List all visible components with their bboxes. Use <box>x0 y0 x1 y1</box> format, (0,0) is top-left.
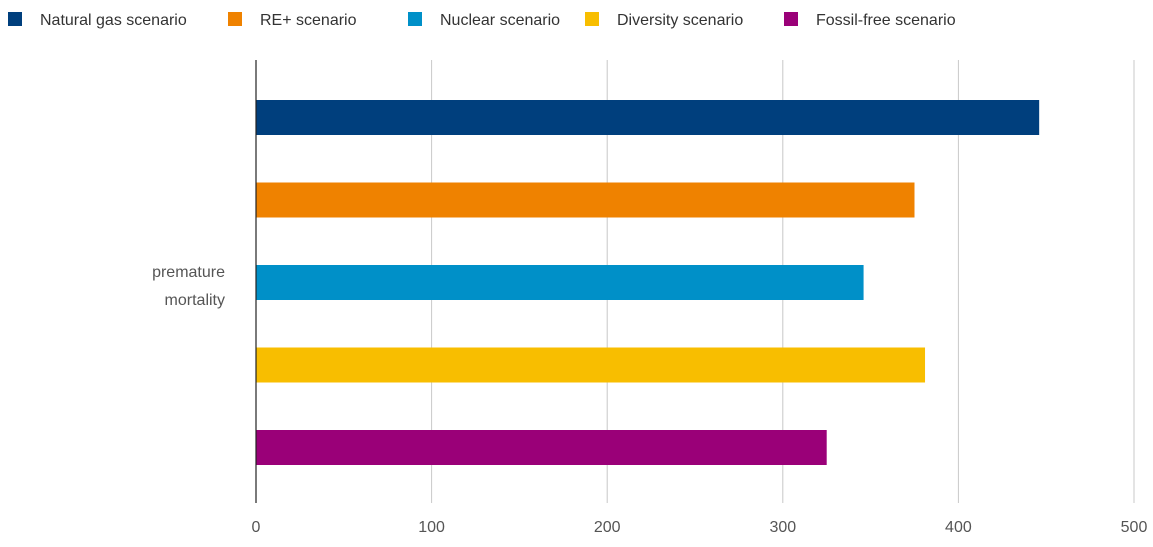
legend-swatch <box>784 12 798 26</box>
category-label-line: mortality <box>165 292 225 309</box>
legend: Natural gas scenario RE+ scenario Nuclear … <box>8 12 956 29</box>
bar-re-scenario <box>256 183 915 218</box>
bar-fossil-free-scenario <box>256 430 827 465</box>
legend-swatch <box>228 12 242 26</box>
x-tick-label-400: 400 <box>945 519 972 536</box>
legend-item-natural-gas-scenario: Natural gas scenario <box>8 12 187 29</box>
x-tick-label-500: 500 <box>1121 519 1148 536</box>
bars <box>256 100 1039 465</box>
legend-item-fossil-free-scenario: Fossil-free scenario <box>784 12 956 29</box>
legend-swatch <box>408 12 422 26</box>
legend-label: Fossil-free scenario <box>816 12 956 29</box>
x-tick-label-100: 100 <box>418 519 445 536</box>
legend-label: Nuclear scenario <box>440 12 560 29</box>
x-axis-tick-labels: 0 100 200 300 400 500 <box>252 519 1148 536</box>
legend-label: Natural gas scenario <box>40 12 187 29</box>
legend-swatch <box>8 12 22 26</box>
bar-nuclear-scenario <box>256 265 864 300</box>
legend-label: Diversity scenario <box>617 12 743 29</box>
legend-label: RE+ scenario <box>260 12 357 29</box>
bar-diversity-scenario <box>256 348 925 383</box>
bar-natural-gas-scenario <box>256 100 1039 135</box>
category-label: premature mortality <box>152 264 225 309</box>
legend-item-nuclear-scenario: Nuclear scenario <box>408 12 560 29</box>
x-tick-label-0: 0 <box>252 519 261 536</box>
category-label-line: premature <box>152 264 225 281</box>
legend-item-re-scenario: RE+ scenario <box>228 12 357 29</box>
x-tick-label-200: 200 <box>594 519 621 536</box>
legend-swatch <box>585 12 599 26</box>
x-tick-label-300: 300 <box>769 519 796 536</box>
legend-item-diversity-scenario: Diversity scenario <box>585 12 743 29</box>
